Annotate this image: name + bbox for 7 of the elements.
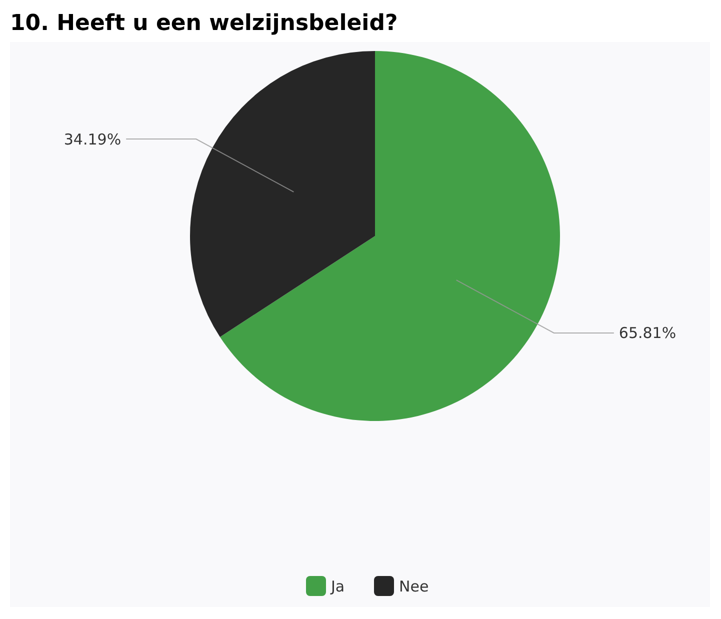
pie-slice: [190, 51, 375, 337]
chart-title: 10. Heeft u een welzijnsbeleid?: [10, 11, 398, 36]
pie-slice: [220, 51, 560, 421]
data-label: 34.19%: [64, 130, 122, 148]
legend-label: Ja: [330, 577, 345, 596]
legend-label: Nee: [399, 577, 429, 596]
data-label: 65.81%: [618, 324, 676, 342]
